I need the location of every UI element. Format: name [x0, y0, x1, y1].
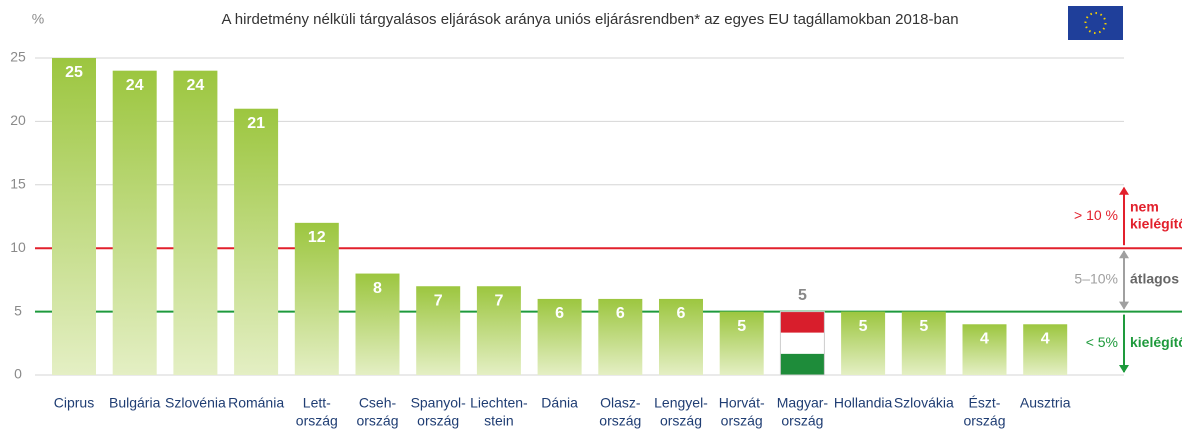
- eu-flag: [1068, 6, 1123, 40]
- x-tick-label: Magyar-: [777, 395, 829, 411]
- bar: [537, 298, 582, 375]
- x-tick-label: Szlovénia: [165, 395, 226, 411]
- bar: [598, 298, 643, 375]
- x-tick-label: ország: [296, 413, 338, 429]
- bar: [1023, 324, 1068, 375]
- value-label: 25: [65, 64, 83, 81]
- value-label: 5: [798, 287, 807, 304]
- y-tick-label: 0: [14, 366, 22, 382]
- band-note: nem: [1130, 199, 1159, 215]
- value-label: 21: [247, 115, 265, 132]
- bar: [416, 286, 461, 375]
- x-tick-label: ország: [356, 413, 398, 429]
- bar: [112, 70, 157, 376]
- x-tick-label: Hollandia: [834, 395, 893, 411]
- arrow-head: [1119, 365, 1129, 373]
- bar: [234, 108, 279, 375]
- value-label: 6: [555, 305, 564, 322]
- value-label: 7: [494, 292, 503, 309]
- value-label: 24: [187, 77, 205, 94]
- x-tick-label: Románia: [228, 395, 284, 411]
- flag-border: [779, 311, 825, 376]
- x-tick-label: stein: [484, 413, 514, 429]
- x-tick-label: Lett-: [303, 395, 331, 411]
- bar: [719, 311, 764, 375]
- flag-stripe: [780, 311, 825, 333]
- x-tick-label: ország: [781, 413, 823, 429]
- band-label: 5–10%: [1074, 271, 1118, 287]
- flag-stripe: [780, 332, 825, 354]
- x-tick-label: ország: [599, 413, 641, 429]
- x-tick-label: ország: [721, 413, 763, 429]
- arrow-head: [1119, 301, 1129, 310]
- bar: [173, 70, 218, 376]
- y-tick-label: 20: [10, 112, 26, 128]
- x-tick-label: Ciprus: [54, 395, 94, 411]
- value-label: 4: [980, 330, 989, 347]
- x-tick-label: ország: [963, 413, 1005, 429]
- flag-stripe: [780, 353, 825, 375]
- value-label: 5: [859, 318, 868, 335]
- x-tick-label: Ausztria: [1020, 395, 1071, 411]
- x-tick-label: Dánia: [541, 395, 578, 411]
- x-tick-label: Horvát-: [719, 395, 765, 411]
- x-tick-label: Cseh-: [359, 395, 397, 411]
- y-tick-label: 15: [10, 176, 26, 192]
- bar: [355, 273, 400, 375]
- x-tick-label: ország: [660, 413, 702, 429]
- y-axis-label: %: [32, 11, 44, 27]
- y-tick-label: 25: [10, 49, 26, 65]
- x-tick-label: ország: [417, 413, 459, 429]
- chart-title: A hirdetmény nélküli tárgyalásos eljárás…: [221, 11, 958, 28]
- arrow-head: [1119, 250, 1129, 259]
- value-label: 4: [1041, 330, 1050, 347]
- bar: [901, 311, 946, 375]
- bar: [659, 298, 703, 375]
- band-label: < 5%: [1086, 334, 1118, 350]
- band-label: > 10 %: [1074, 207, 1118, 223]
- bar: [841, 311, 886, 375]
- value-label: 6: [677, 305, 686, 322]
- x-tick-label: Spanyol-: [411, 395, 467, 411]
- bar: [476, 286, 521, 375]
- band-note: átlagos: [1130, 271, 1179, 287]
- value-label: 7: [434, 292, 443, 309]
- y-tick-label: 10: [10, 239, 26, 255]
- x-tick-label: Bulgária: [109, 395, 161, 411]
- bar: [52, 58, 96, 375]
- bar: [294, 222, 339, 375]
- x-tick-label: Olasz-: [600, 395, 641, 411]
- x-tick-label: Szlovákia: [894, 395, 954, 411]
- bar: [962, 324, 1007, 375]
- x-tick-label: Észt-: [969, 395, 1001, 411]
- band-note: kielégítő: [1130, 334, 1182, 350]
- x-tick-label: Liechten-: [470, 395, 528, 411]
- band-note: kielégítő: [1130, 216, 1182, 232]
- value-label: 8: [373, 280, 382, 297]
- value-label: 12: [308, 229, 326, 246]
- y-tick-label: 5: [14, 302, 22, 318]
- x-tick-label: Lengyel-: [654, 395, 708, 411]
- value-label: 24: [126, 77, 144, 94]
- value-label: 5: [737, 318, 746, 335]
- arrow-head: [1119, 186, 1129, 195]
- flag-bar: [779, 311, 825, 376]
- value-label: 5: [919, 318, 928, 335]
- value-label: 6: [616, 305, 625, 322]
